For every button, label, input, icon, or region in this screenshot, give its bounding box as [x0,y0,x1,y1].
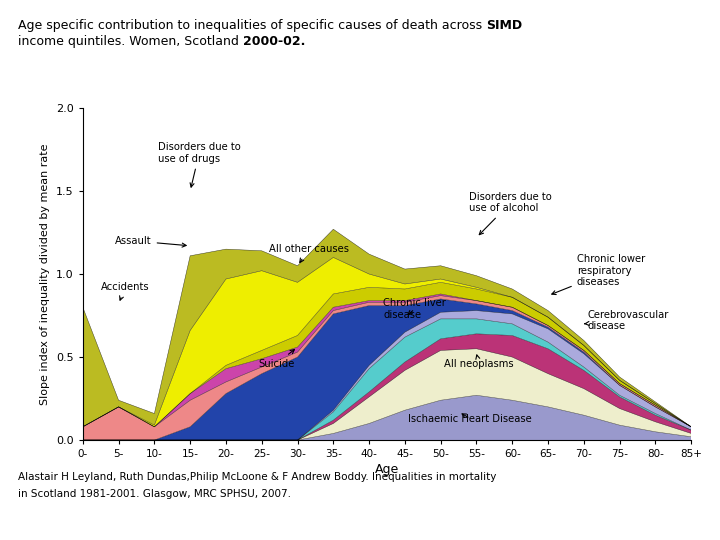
Text: Disorders due to
use of drugs: Disorders due to use of drugs [158,142,240,187]
Text: Age specific contribution to inequalities of specific causes of death across: Age specific contribution to inequalitie… [18,19,486,32]
Text: Alastair H Leyland, Ruth Dundas,Philip McLoone & F Andrew Boddy. Inequalities in: Alastair H Leyland, Ruth Dundas,Philip M… [18,472,496,483]
Text: Chronic liver
disease: Chronic liver disease [384,298,446,320]
Text: Suicide: Suicide [258,349,294,369]
Text: 2000-02.: 2000-02. [243,35,305,48]
Text: All other causes: All other causes [269,244,349,262]
Text: Disorders due to
use of alcohol: Disorders due to use of alcohol [469,192,552,235]
Text: SIMD: SIMD [486,19,522,32]
Text: Chronic lower
respiratory
diseases: Chronic lower respiratory diseases [552,254,645,294]
Y-axis label: Slope index of inequality divided by mean rate: Slope index of inequality divided by mea… [40,143,50,405]
Text: All neoplasms: All neoplasms [444,355,514,369]
Text: income quintiles. Women, Scotland: income quintiles. Women, Scotland [18,35,243,48]
Text: Ischaemic Heart Disease: Ischaemic Heart Disease [408,414,532,423]
X-axis label: Age: Age [375,463,399,476]
Text: in Scotland 1981-2001. Glasgow, MRC SPHSU, 2007.: in Scotland 1981-2001. Glasgow, MRC SPHS… [18,489,291,499]
Text: Assault: Assault [115,236,186,247]
Text: Accidents: Accidents [101,282,149,300]
Text: Cerebrovascular
disease: Cerebrovascular disease [585,310,669,332]
